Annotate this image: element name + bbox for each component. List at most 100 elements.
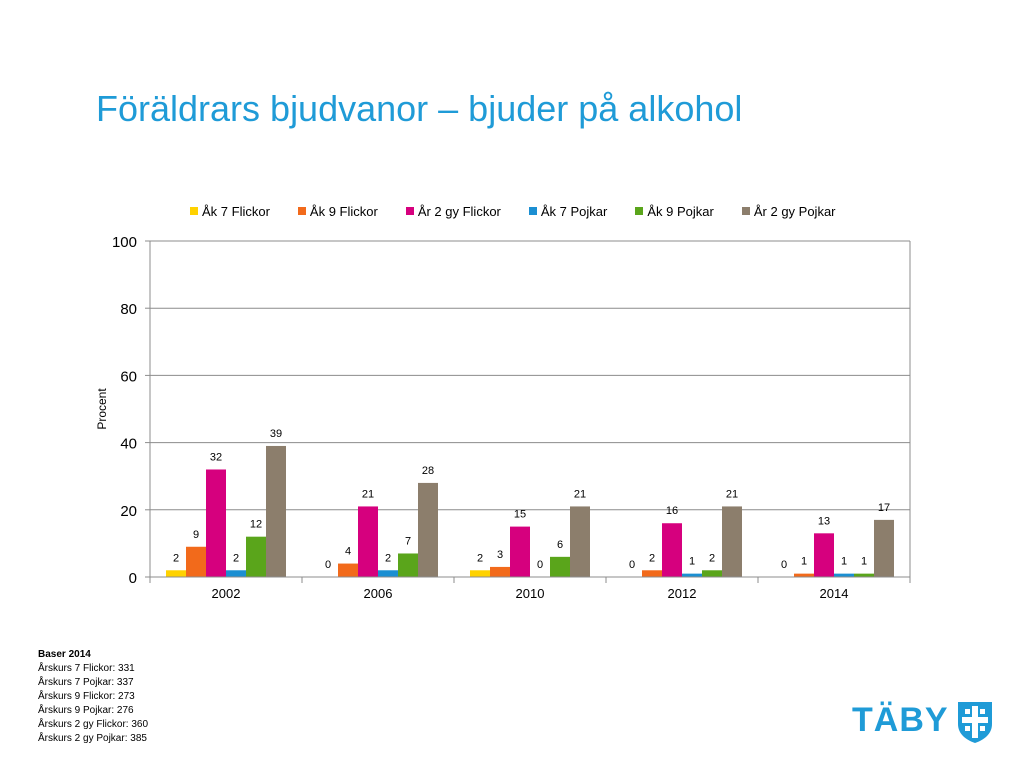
footnote-line: Årskurs 2 gy Flickor: 360 [38,719,149,730]
data-label: 21 [574,488,586,500]
bar [642,570,662,577]
bar [470,570,490,577]
legend-swatch [635,207,644,215]
legend-label: Åk 7 Flickor [202,203,270,219]
taby-crest-icon [958,702,992,743]
footnote-line: Årskurs 9 Pojkar: 276 [38,705,134,716]
legend-label: Åk 7 Pojkar [540,203,608,219]
data-label: 2 [385,552,391,564]
y-axis-label: Procent [95,388,109,430]
data-label: 2 [233,552,239,564]
data-label: 0 [781,559,787,571]
data-label: 13 [818,515,830,527]
bar [378,570,398,577]
legend-label: Åk 9 Flickor [309,203,378,219]
bar [722,506,742,577]
bar [398,553,418,577]
data-label: 1 [689,556,695,568]
bar [266,445,286,577]
data-label: 2 [173,552,179,564]
data-label: 1 [861,556,867,568]
bar [570,506,590,577]
logo-text: TÄBY [852,701,949,739]
data-label: 32 [210,451,222,463]
y-tick-label: 60 [120,368,137,385]
legend-label: År 2 gy Flickor [417,203,501,219]
data-label: 21 [362,488,374,500]
data-label: 1 [841,556,847,568]
chart-legend: Åk 7 Flickor Åk 9 Flickor År 2 gy Flicko… [190,203,836,219]
footnote-line: Årskurs 7 Flickor: 331 [38,663,135,674]
y-tick-label: 0 [129,570,137,587]
data-label: 21 [726,488,738,500]
legend-label: Åk 9 Pojkar [647,203,714,219]
data-label: 12 [250,519,262,531]
bar [854,573,874,577]
bar [874,519,894,577]
data-label: 1 [801,556,807,568]
legend-item-ak9-pojkar: Åk 9 Pojkar [635,203,714,219]
x-tick-label: 2014 [820,586,849,601]
bar [794,573,814,577]
bar [814,533,834,577]
legend-swatch [190,207,198,215]
data-label: 0 [629,559,635,571]
data-label: 0 [537,559,543,571]
bar [166,570,186,577]
data-label: 7 [405,535,411,547]
data-label: 3 [497,549,503,561]
legend-swatch [741,207,750,215]
data-label: 2 [649,552,655,564]
x-tick-label: 2002 [212,586,241,601]
data-label: 9 [193,529,199,541]
data-label: 2 [709,552,715,564]
bar [226,570,246,577]
legend-item-ar2gy-flickor: År 2 gy Flickor [405,203,501,219]
footnote-line: Årskurs 7 Pojkar: 337 [38,677,134,688]
legend-item-ak9-flickor: Åk 9 Flickor [297,203,378,219]
slide-title: Föräldrars bjudvanor – bjuder på alkohol [96,88,743,129]
bar [662,523,682,577]
bar [550,556,570,577]
data-label: 15 [514,509,526,521]
bar [338,563,358,577]
bar [206,469,226,577]
y-tick-label: 80 [120,301,137,318]
legend-item-ak7-pojkar: Åk 7 Pojkar [528,203,608,219]
legend-swatch [297,207,306,215]
bar-group [166,445,894,577]
footnote: Baser 2014 Årskurs 7 Flickor: 331 Årskur… [38,648,148,746]
bar [682,573,702,577]
taby-logo: TÄBY [852,700,1002,744]
data-label: 4 [345,546,351,558]
legend-label: År 2 gy Pojkar [753,203,836,219]
bar [246,536,266,577]
legend-swatch [528,207,537,215]
bar [490,566,510,577]
bar [418,482,438,577]
bar [510,526,530,577]
legend-item-ar2gy-pojkar: År 2 gy Pojkar [741,203,836,219]
data-label: 39 [270,428,282,440]
bar [702,570,722,577]
x-tick-label: 2010 [516,586,545,601]
bar [358,506,378,577]
data-label: 6 [557,539,563,551]
legend-swatch [405,207,414,215]
y-tick-label: 100 [112,234,137,251]
footnote-line: Årskurs 9 Flickor: 273 [38,691,135,702]
y-tick-label: 40 [120,436,137,453]
x-tick-label: 2006 [364,586,393,601]
bar [834,573,854,577]
legend-item-ak7-flickor: Åk 7 Flickor [190,204,270,219]
data-label: 0 [325,559,331,571]
footnote-heading: Baser 2014 [38,649,91,660]
data-label: 17 [878,502,890,514]
data-label: 2 [477,552,483,564]
data-label: 16 [666,505,678,517]
bar [186,546,206,577]
footnote-line: Årskurs 2 gy Pojkar: 385 [38,733,147,744]
y-tick-label: 20 [120,503,137,520]
